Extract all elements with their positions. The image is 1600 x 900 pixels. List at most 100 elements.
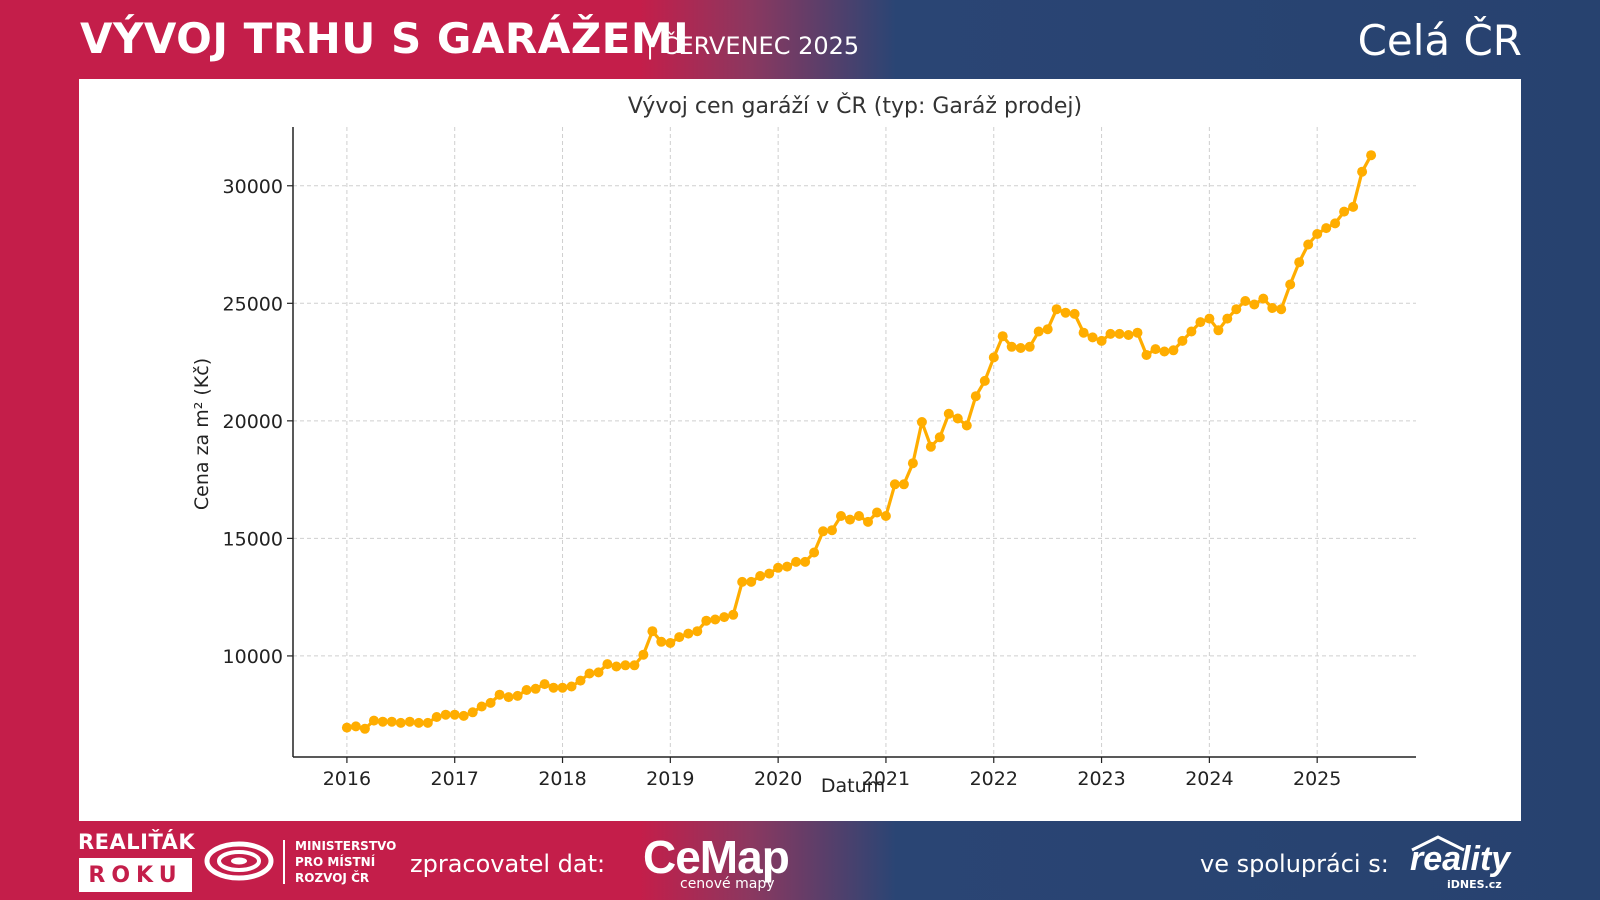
house-roof-icon: [1411, 835, 1465, 852]
data-point: [404, 716, 415, 727]
data-point: [737, 576, 748, 587]
data-point: [854, 511, 864, 521]
data-point: [359, 723, 370, 734]
x-tick-label: 2022: [970, 768, 1018, 790]
data-point: [1258, 293, 1269, 304]
data-point: [1141, 350, 1152, 360]
data-point: [925, 441, 936, 452]
data-point: [548, 682, 559, 693]
data-point: [979, 375, 990, 386]
data-point: [1339, 206, 1350, 217]
y-tick-label: 15000: [223, 528, 283, 550]
data-point: [557, 682, 568, 693]
data-point: [1132, 327, 1143, 338]
chart-title: Vývoj cen garáží v ČR (typ: Garáž prodej…: [628, 93, 1082, 119]
data-point: [683, 628, 694, 639]
data-point: [620, 660, 631, 671]
roku-badge: ROKU: [79, 858, 192, 892]
x-tick-label: 2023: [1077, 768, 1125, 790]
data-point: [656, 636, 667, 647]
data-point: [1240, 296, 1251, 306]
data-point: [467, 707, 478, 718]
realitak-logo-text: REALIŤÁK: [78, 830, 196, 854]
data-point: [602, 659, 613, 670]
data-point: [1222, 313, 1233, 324]
data-point: [1213, 325, 1224, 336]
data-point: [1042, 324, 1053, 335]
data-point: [377, 716, 388, 727]
data-point: [1321, 223, 1332, 234]
x-tick-label: 2021: [862, 768, 910, 790]
cooperation-label: ve spolupráci s:: [1200, 850, 1389, 878]
data-point: [1069, 308, 1080, 319]
x-tick-label: 2020: [754, 768, 802, 790]
data-point: [728, 609, 739, 620]
price-chart: 2016 2017 2018 2019 2020 2021 2022 2023 2024 2025…: [191, 93, 1416, 797]
data-point: [800, 556, 811, 567]
data-point: [647, 626, 658, 637]
data-point: [1312, 229, 1323, 239]
data-point: [1105, 328, 1116, 339]
data-point: [476, 701, 487, 712]
data-point: [836, 511, 846, 521]
data-point: [575, 675, 586, 686]
mmr-text: MINISTERSTVO PRO MÍSTNÍ ROZVOJ ČR: [295, 839, 397, 885]
data-point: [1078, 327, 1089, 338]
mmr-emblem-icon: [204, 841, 274, 881]
data-point: [988, 352, 999, 363]
data-point: [782, 561, 793, 572]
data-point: [1123, 330, 1134, 340]
cemap-subtitle: cenové mapy: [680, 876, 775, 892]
idnes-logo: iDNES.cz: [1447, 878, 1502, 891]
data-point: [997, 331, 1008, 342]
grid-layer: [293, 127, 1416, 757]
data-point: [1033, 326, 1044, 337]
data-point: [1294, 257, 1305, 268]
data-point: [970, 391, 981, 402]
x-tick-label: 2016: [323, 768, 371, 790]
data-point: [350, 721, 361, 732]
data-point: [1285, 279, 1296, 290]
header-subtitle: | ČERVENEC 2025: [646, 32, 860, 60]
data-point: [341, 722, 352, 733]
data-point: [422, 717, 433, 728]
data-point: [943, 408, 954, 419]
data-point: [530, 683, 541, 694]
data-point: [701, 615, 712, 626]
data-point: [818, 526, 829, 537]
data-point: [539, 679, 550, 690]
data-point: [880, 511, 891, 521]
x-tick-label: 2025: [1293, 768, 1341, 790]
data-point: [872, 507, 882, 518]
data-point: [503, 692, 514, 703]
x-axis-label: Datum: [821, 775, 885, 797]
y-tick-label: 10000: [223, 646, 283, 668]
data-point: [1366, 150, 1377, 161]
data-point: [1051, 304, 1062, 315]
data-point: [395, 717, 406, 728]
data-point: [1249, 299, 1260, 310]
data-point: [458, 710, 469, 721]
series-line: [346, 154, 1373, 731]
data-point: [1267, 303, 1278, 313]
data-point: [566, 681, 577, 692]
data-point: [1060, 307, 1071, 318]
data-point: [611, 661, 622, 672]
y-axis-label: Cena za m² (Kč): [191, 358, 213, 510]
data-point: [494, 689, 505, 700]
data-point: [952, 413, 963, 424]
header-title: VÝVOJ TRHU S GARÁŽEMI: [80, 14, 690, 63]
data-point: [1006, 341, 1017, 352]
reality-logo: reality: [1410, 840, 1511, 878]
data-point: [845, 514, 855, 525]
header-region: Celá ČR: [1357, 16, 1522, 65]
data-point: [1096, 335, 1107, 346]
x-tick-label: 2019: [646, 768, 694, 790]
data-point: [368, 715, 379, 726]
data-point: [638, 649, 649, 660]
cemap-logo: CeMap: [643, 831, 790, 883]
data-point: [512, 690, 523, 701]
data-point: [1330, 218, 1341, 229]
data-point: [1114, 328, 1125, 339]
data-point: [593, 667, 604, 678]
